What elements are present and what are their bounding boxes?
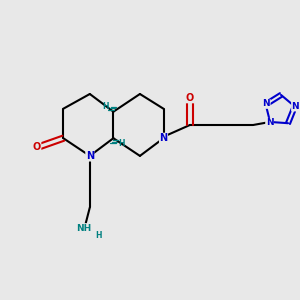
Text: H: H (118, 139, 125, 148)
Text: NH: NH (76, 224, 92, 232)
Text: O: O (33, 142, 41, 152)
Text: N: N (262, 99, 270, 108)
Text: N: N (159, 133, 168, 143)
Text: H: H (102, 102, 108, 111)
Text: N: N (86, 151, 94, 161)
Text: H: H (95, 231, 102, 240)
Text: O: O (186, 93, 194, 103)
Text: N: N (266, 118, 273, 127)
Text: N: N (292, 102, 299, 111)
